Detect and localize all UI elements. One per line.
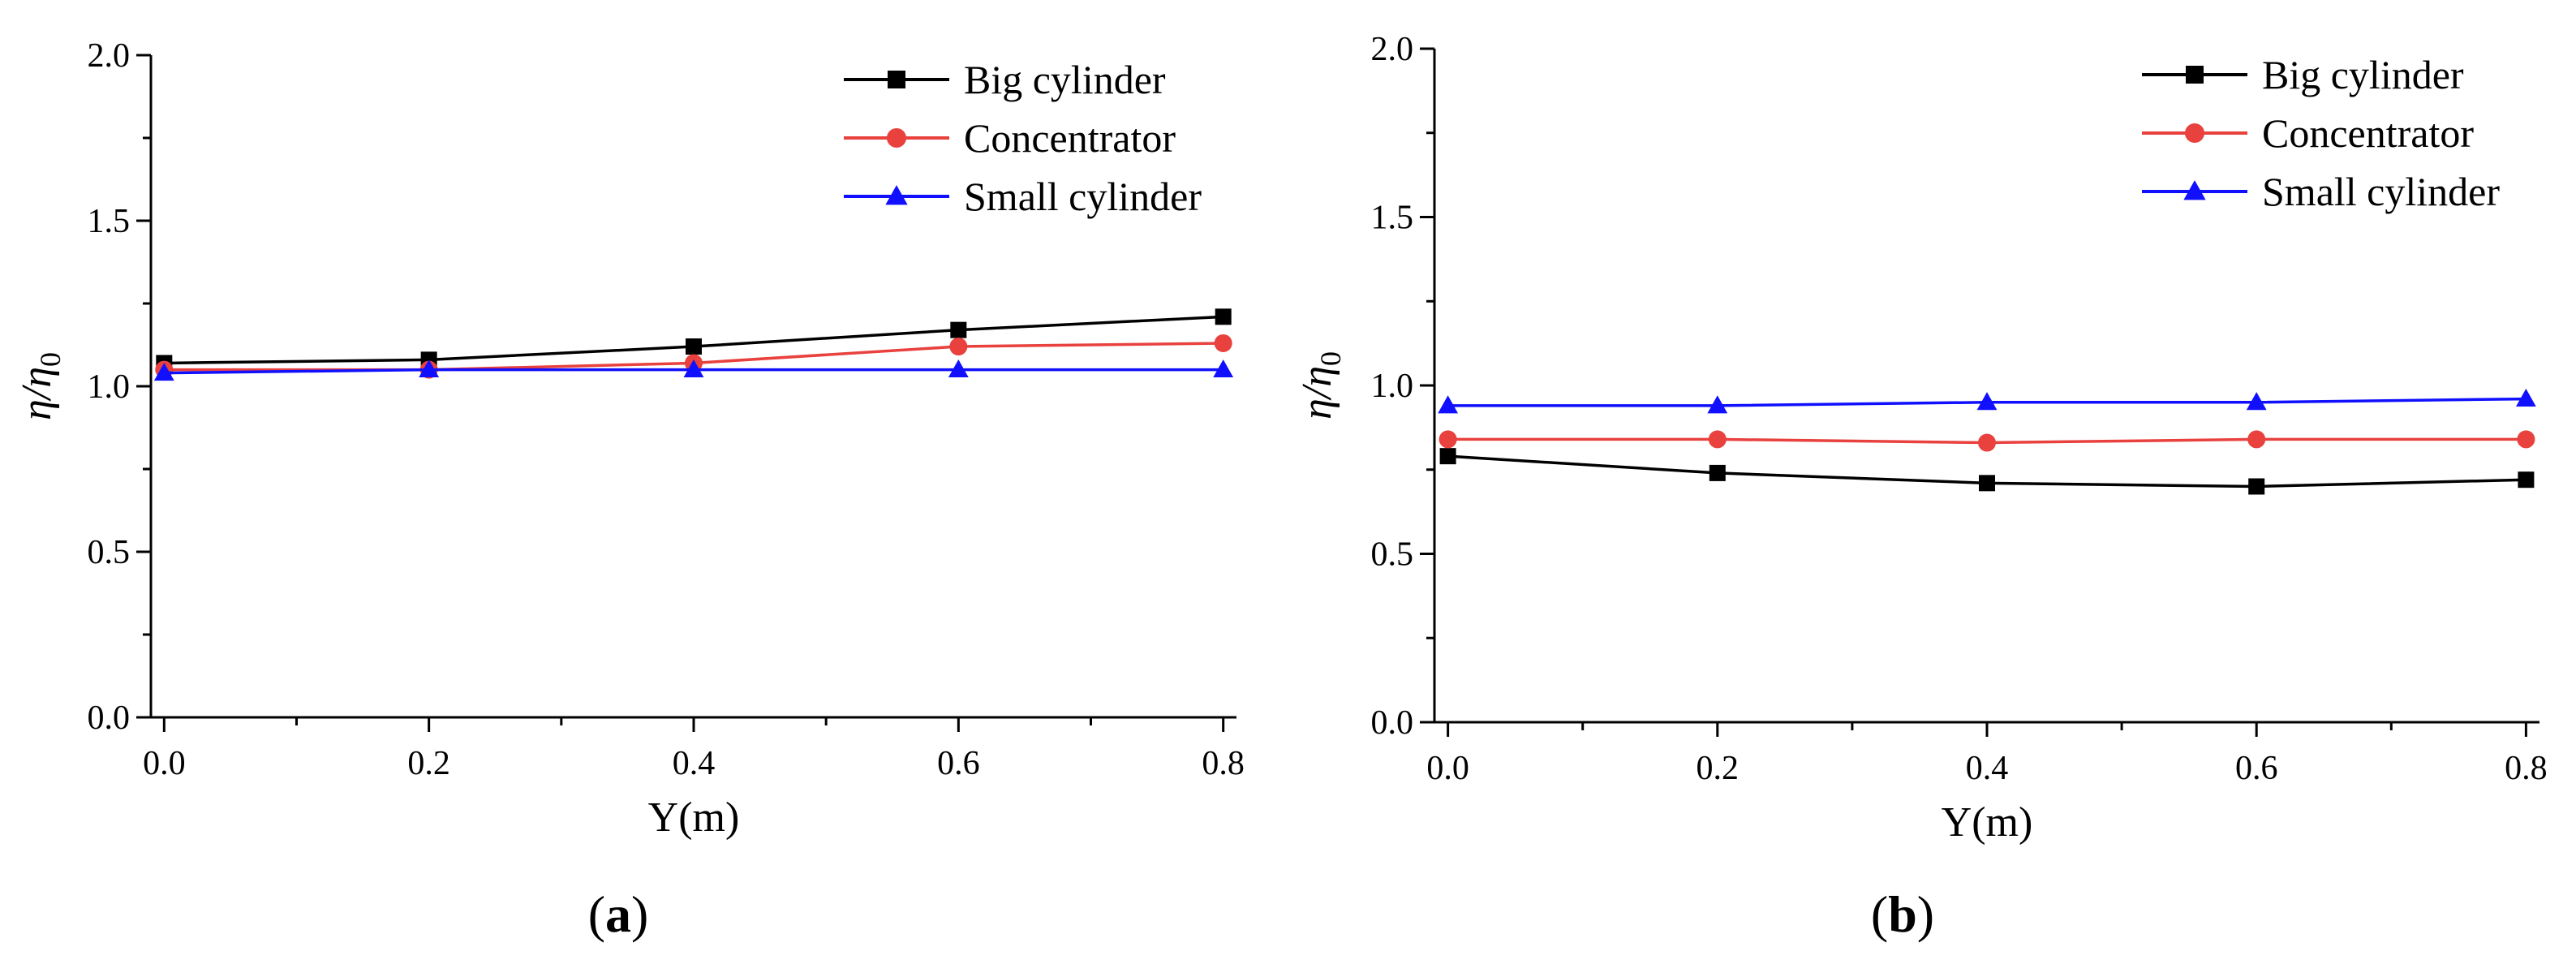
data-point <box>1438 395 1459 414</box>
x-tick-label: 0.8 <box>2505 750 2548 787</box>
legend-label: Small cylinder <box>2262 169 2500 214</box>
legend-entry: Big cylinder <box>2142 52 2464 97</box>
data-point <box>1215 308 1232 325</box>
y-tick-label: 1.0 <box>1371 368 1414 405</box>
legend-marker <box>888 71 905 88</box>
legend-label: Big cylinder <box>964 57 1166 102</box>
data-point <box>1214 334 1232 352</box>
data-point <box>2515 389 2536 407</box>
x-tick-label: 0.0 <box>1426 750 1469 787</box>
y-tick-label: 2.0 <box>1371 31 1414 68</box>
panel-label: (b) <box>1871 885 1934 943</box>
data-point <box>1439 430 1457 449</box>
data-point <box>686 338 702 355</box>
data-point <box>1213 359 1234 378</box>
legend-marker <box>2183 180 2206 200</box>
data-point <box>1707 395 1728 414</box>
y-tick-label: 1.0 <box>88 368 131 406</box>
y-tick-label: 0.5 <box>88 534 131 571</box>
legend-marker <box>2186 66 2204 84</box>
legend-entry: Small cylinder <box>844 174 1202 219</box>
legend-marker <box>887 128 906 148</box>
chart-panel-b: 0.0 0.5 1.0 1.5 2.0 0.0 0.2 0.4 0.6 0.8 Y(m) η/η0 Bi… <box>1294 31 2548 943</box>
data-point <box>948 359 969 378</box>
legend-label: Concentrator <box>964 115 1176 161</box>
x-axis-label: Y(m) <box>648 794 740 841</box>
data-point <box>1708 430 1727 449</box>
series-small-cylinder <box>1438 389 2536 414</box>
x-tick-label: 0.6 <box>937 745 980 782</box>
series-small-cylinder <box>153 359 1234 381</box>
data-point <box>950 321 967 338</box>
x-tick-label: 0.2 <box>407 745 450 782</box>
y-axis-label: η/η0 <box>14 352 67 420</box>
x-tick-label: 0.0 <box>143 745 186 782</box>
data-point <box>949 338 968 356</box>
data-point <box>2517 430 2535 449</box>
data-point <box>1976 392 1998 411</box>
legend-label: Small cylinder <box>964 174 1202 219</box>
x-tick-label: 0.4 <box>1966 750 2009 787</box>
series-concentrator <box>1439 430 2535 452</box>
y-tick-label: 1.5 <box>1371 200 1414 237</box>
legend-entry: Concentrator <box>2142 110 2474 156</box>
legend-entry: Concentrator <box>844 115 1176 161</box>
y-tick-label: 0.0 <box>1371 704 1414 742</box>
x-tick-label: 0.8 <box>1202 745 1245 782</box>
y-tick-label: 1.5 <box>88 203 131 240</box>
chart-panel-a: 0.0 0.5 1.0 1.5 2.0 0.0 0.2 0.4 0.6 0.8 Y(m) η/η0 Bi… <box>14 37 1245 943</box>
y-tick-label: 0.0 <box>88 699 131 737</box>
data-point <box>2518 471 2535 488</box>
data-point <box>1978 433 1996 452</box>
legend-marker <box>2185 123 2204 143</box>
y-tick-label: 0.5 <box>1371 536 1414 574</box>
data-point <box>1439 448 1456 465</box>
legend-entry: Big cylinder <box>844 57 1166 102</box>
y-tick-label: 2.0 <box>88 37 131 75</box>
x-tick-label: 0.2 <box>1697 750 1740 787</box>
legend-label: Big cylinder <box>2262 52 2464 97</box>
legend-label: Concentrator <box>2262 110 2474 156</box>
data-point <box>2248 478 2265 495</box>
data-point <box>1979 475 1995 492</box>
data-point <box>419 359 440 378</box>
legend-marker <box>885 185 908 205</box>
y-axis-label: η/η0 <box>1294 351 1347 420</box>
data-point <box>2247 430 2266 449</box>
x-tick-label: 0.6 <box>2235 750 2278 787</box>
x-tick-label: 0.4 <box>673 745 716 782</box>
panel-label: (a) <box>588 885 649 943</box>
data-point <box>1709 464 1726 481</box>
legend-entry: Small cylinder <box>2142 169 2500 214</box>
data-point <box>683 359 704 378</box>
data-point <box>2246 392 2267 411</box>
series-big-cylinder <box>1439 448 2535 495</box>
data-point <box>153 363 174 381</box>
x-axis-label: Y(m) <box>1942 799 2033 846</box>
